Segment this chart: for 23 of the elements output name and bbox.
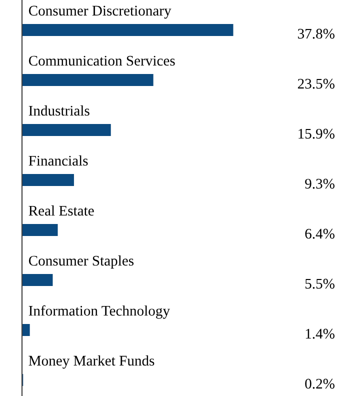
y-tick-label: Information Technology: [28, 305, 170, 319]
y-tick-label: Industrials: [28, 105, 90, 116]
y-tick-label: Consumer Staples: [28, 255, 134, 269]
bar: [22, 174, 74, 186]
y-tick-label: Financials: [28, 155, 88, 166]
bar: [22, 324, 30, 336]
data-label: 6.4%: [305, 228, 334, 239]
data-label: 9.3%: [305, 178, 334, 189]
data-label: 1.4%: [306, 328, 334, 339]
bar: [22, 274, 53, 286]
y-tick-label: Money Market Funds: [28, 355, 154, 369]
y-tick-label: Consumer Discretionary: [28, 6, 172, 19]
bar: [22, 74, 154, 86]
bar: [22, 224, 58, 236]
data-label: 23.5%: [298, 78, 334, 89]
bar: [22, 24, 234, 36]
y-tick-label: Communication Services: [28, 56, 175, 66]
data-label: 37.8%: [298, 28, 334, 39]
data-label: 0.2%: [305, 378, 334, 389]
data-label: 15.9%: [298, 128, 334, 139]
y-tick-label: Real Estate: [28, 205, 94, 216]
data-label: 5.5%: [305, 278, 334, 289]
bar: [22, 124, 111, 136]
